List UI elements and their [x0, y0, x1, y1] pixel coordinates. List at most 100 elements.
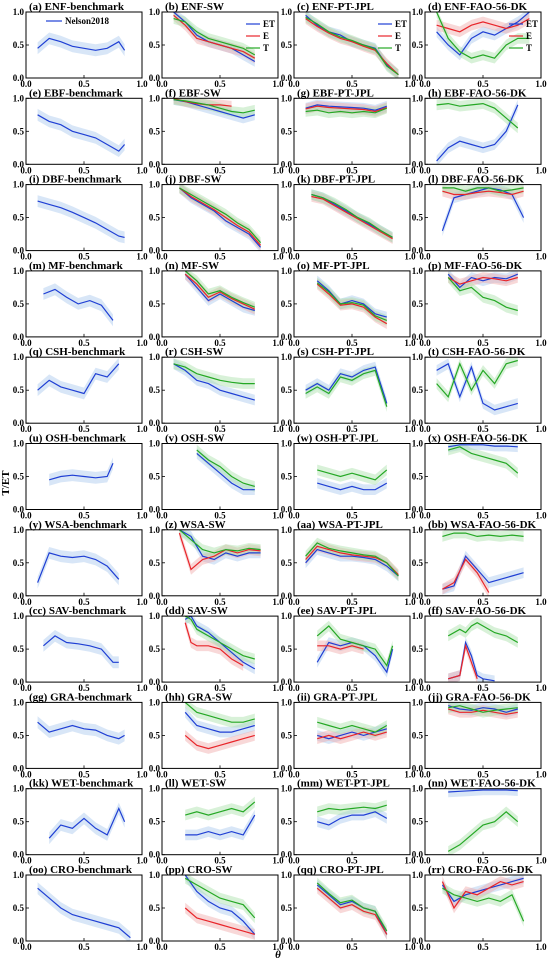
x-tick-label: 0.0 [20, 942, 32, 952]
y-tick-label: 1.0 [13, 266, 25, 276]
x-tick-label: 0.5 [214, 856, 226, 866]
x-tick-label: 0.0 [419, 165, 431, 175]
series-line-E [178, 532, 261, 571]
band-E [305, 541, 399, 580]
y-tick-label: 0.5 [412, 472, 424, 482]
panel-title: (aa) WSA-PT-JPL [297, 519, 383, 531]
series-line-T [447, 622, 519, 644]
x-tick-label: 0.5 [477, 856, 489, 866]
series-line-T [305, 542, 399, 577]
y-tick-label: 0.0 [149, 591, 161, 601]
y-tick-label: 0.5 [281, 817, 293, 827]
series-line-E [316, 887, 388, 935]
panel-title: (nn) WET-FAO-56-DK [428, 778, 536, 790]
x-tick-label: 0.5 [346, 79, 358, 89]
y-tick-label: 1.0 [149, 93, 161, 103]
panel-title: (p) MF-FAO-56-DK [428, 260, 523, 272]
y-tick-label: 1.0 [149, 7, 161, 17]
series-group [447, 270, 519, 316]
series-line-ET [317, 482, 388, 491]
panel-26: (aa) WSA-PT-JPL 0.0 0.5 1.0 0.0 0.5 1.0 [281, 519, 416, 607]
y-tick-label: 0.0 [281, 332, 293, 342]
x-tick-label: 1.0 [404, 165, 416, 175]
series-group [317, 799, 388, 831]
series-group [37, 32, 126, 57]
legend-label: ET [395, 19, 407, 29]
y-tick-label: 0.0 [13, 159, 25, 169]
x-tick-label: 0.0 [288, 338, 300, 348]
series-line-T [305, 16, 399, 76]
panel-43: (rr) CRO-FAO-56-DK 0.0 0.5 1.0 0.0 0.5 1.0 [412, 864, 547, 952]
band-E [185, 617, 244, 671]
panel-title: (ll) WET-SW [165, 778, 226, 790]
panel-title: (o) MF-PT-JPL [297, 260, 370, 272]
band-ET [436, 12, 530, 61]
series-line-E [448, 708, 518, 715]
x-tick-label: 0.0 [156, 511, 168, 521]
panel-25: (z) WSA-SW 0.0 0.5 1.0 0.0 0.5 1.0 [149, 519, 284, 607]
series-group [305, 99, 388, 119]
band-T [436, 98, 518, 134]
x-tick-label: 0.5 [346, 252, 358, 262]
band-T [305, 12, 399, 78]
series-line-T [184, 702, 255, 723]
series-group [448, 702, 518, 720]
band-T [442, 882, 524, 927]
x-tick-label: 0.5 [477, 165, 489, 175]
series-line-benchmark [49, 463, 114, 481]
x-tick-label: 0.5 [477, 79, 489, 89]
y-tick-label: 0.0 [149, 936, 161, 946]
band-T [305, 102, 387, 119]
legend: ET ET [378, 19, 407, 53]
y-tick-label: 0.5 [13, 730, 25, 740]
y-tick-label: 1.0 [149, 180, 161, 190]
x-tick-label: 0.0 [288, 942, 300, 952]
panel-33: (hh) GRA-SW 0.0 0.5 1.0 0.0 0.5 1.0 [149, 691, 284, 779]
series-line-ET [436, 104, 519, 162]
x-axis-label: θ [275, 949, 281, 961]
series-line-T [173, 363, 255, 385]
series-line-T [311, 193, 393, 238]
band-E [442, 876, 524, 914]
series-line-E [317, 645, 364, 650]
x-tick-label: 0.5 [78, 165, 90, 175]
band-T [448, 272, 518, 316]
x-tick-label: 1.0 [404, 683, 416, 693]
panel-13: (n) MF-SW 0.0 0.5 1.0 0.0 0.5 1.0 [149, 260, 284, 348]
panel-1: (b) ENF-SW 0.0 0.5 1.0 0.0 0.5 1.0 ET ET [149, 1, 284, 89]
series-line-ET [173, 363, 255, 401]
series-line-E [448, 643, 478, 680]
y-tick-label: 0.0 [412, 246, 424, 256]
panel-title: (r) CSH-SW [165, 346, 223, 358]
series-group [173, 12, 256, 67]
y-tick-label: 1.0 [149, 266, 161, 276]
y-tick-label: 1.0 [281, 611, 293, 621]
band-ET [442, 184, 524, 237]
band-E [185, 902, 255, 940]
panel-frame [161, 270, 279, 338]
y-tick-label: 1.0 [412, 7, 424, 17]
x-tick-label: 0.5 [477, 252, 489, 262]
x-tick-label: 1.0 [404, 769, 416, 779]
panel-35: (jj) GRA-FAO-56-DK 0.0 0.5 1.0 0.0 0.5 1.0 [412, 691, 547, 779]
panel-12: (m) MF-benchmark 0.0 0.5 1.0 0.0 0.5 1.0 [13, 260, 148, 348]
panel-10: (k) DBF-PT-JPL 0.0 0.5 1.0 0.0 0.5 1.0 [281, 174, 416, 262]
panel-title: (e) EBF-benchmark [29, 87, 124, 99]
panel-11: (l) DBF-FAO-56-DK 0.0 0.5 1.0 0.0 0.5 1.0 [412, 174, 547, 262]
x-tick-label: 0.0 [20, 511, 32, 521]
y-tick-label: 0.5 [149, 644, 161, 654]
band-E [317, 640, 364, 655]
series-line-ET [305, 104, 387, 111]
series-group [184, 616, 256, 675]
x-tick-label: 1.0 [272, 856, 284, 866]
panel-frame [293, 788, 411, 856]
x-tick-label: 0.5 [78, 856, 90, 866]
y-tick-label: 0.0 [412, 763, 424, 773]
panel-title: (dd) SAV-SW [165, 605, 228, 617]
panel-27: (bb) WSA-FAO-56-DK 0.0 0.5 1.0 0.0 0.5 1.0 [412, 519, 547, 607]
y-tick-label: 0.0 [281, 505, 293, 515]
series-line-T [316, 882, 388, 932]
y-tick-label: 0.5 [281, 126, 293, 136]
x-tick-label: 0.5 [346, 338, 358, 348]
series-line-T [184, 616, 255, 660]
